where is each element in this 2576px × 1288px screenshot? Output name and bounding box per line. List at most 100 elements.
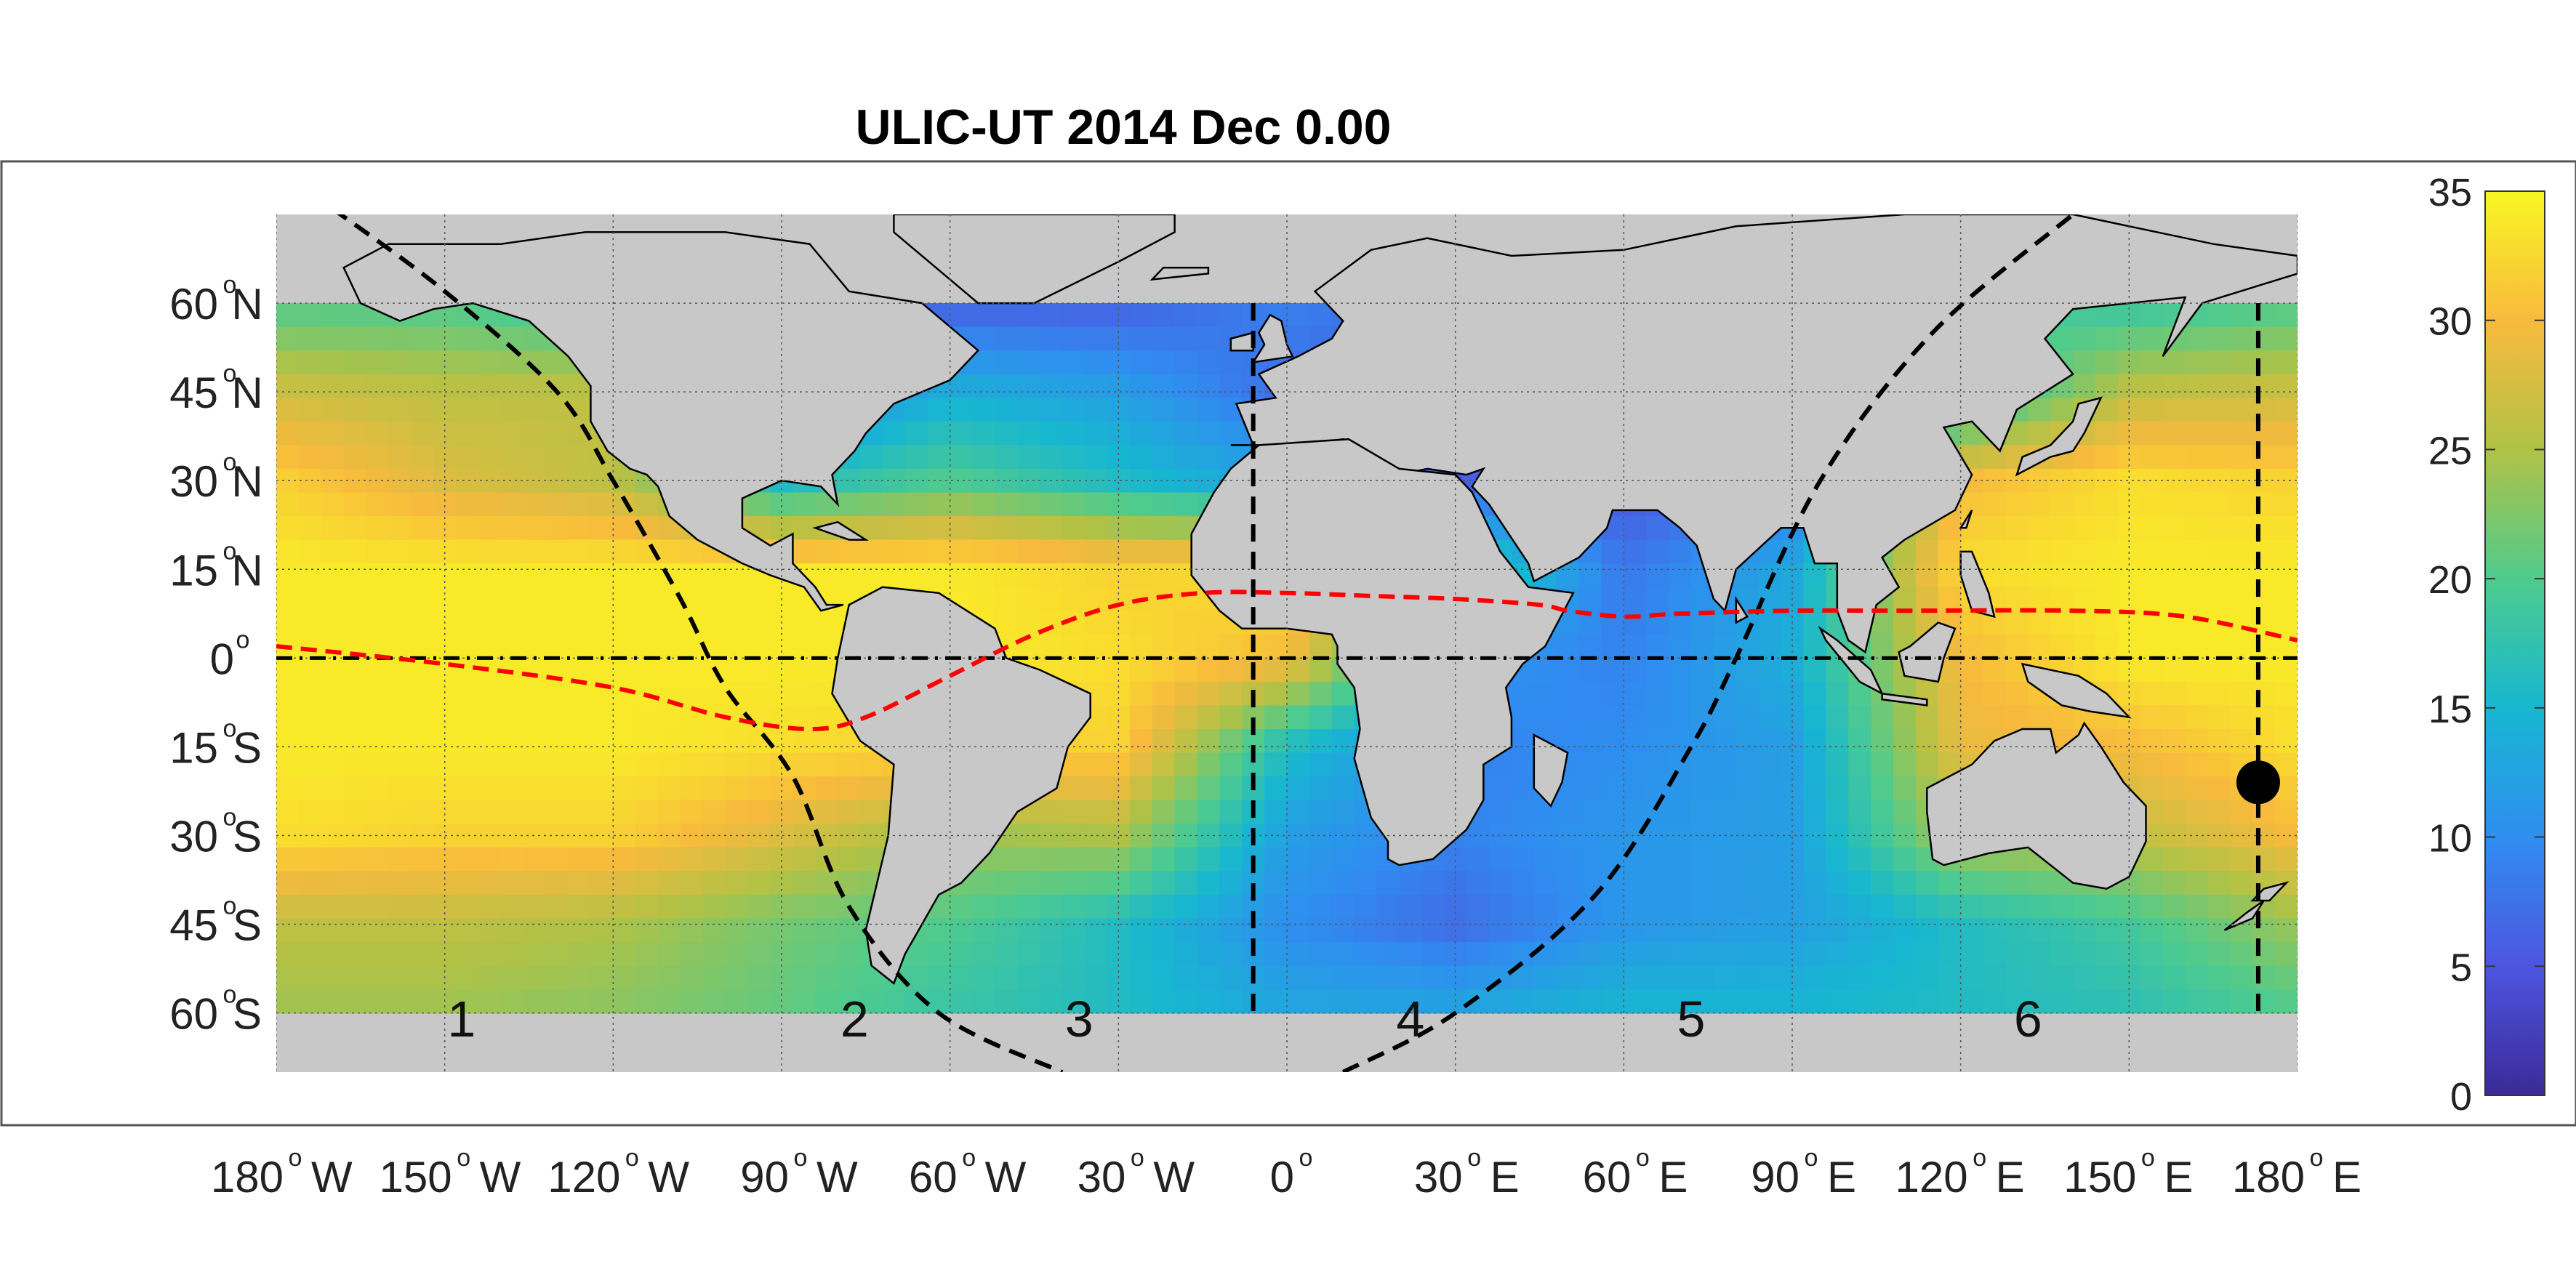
field-cell bbox=[1826, 705, 1850, 730]
field-cell bbox=[1040, 445, 1063, 470]
field-cell bbox=[1017, 492, 1041, 517]
field-cell bbox=[1264, 894, 1288, 919]
field-cell bbox=[927, 965, 951, 990]
field-cell bbox=[523, 871, 547, 895]
field-cell bbox=[702, 587, 726, 612]
field-cell bbox=[2073, 894, 2096, 919]
field-cell bbox=[276, 350, 300, 375]
field-cell bbox=[1062, 634, 1086, 659]
field-cell bbox=[321, 681, 345, 707]
field-cell bbox=[1376, 989, 1400, 1014]
field-cell bbox=[1376, 941, 1400, 967]
field-cell bbox=[2185, 516, 2209, 541]
field-cell bbox=[1669, 894, 1692, 919]
field-cell bbox=[725, 634, 749, 659]
field-cell bbox=[702, 729, 726, 754]
field-cell bbox=[1129, 398, 1153, 422]
field-cell bbox=[2028, 871, 2052, 895]
field-cell bbox=[2230, 539, 2254, 564]
field-cell bbox=[1376, 918, 1400, 943]
field-cell bbox=[995, 421, 1019, 446]
field-cell bbox=[995, 445, 1019, 470]
field-cell bbox=[702, 776, 726, 801]
field-cell bbox=[366, 729, 390, 754]
degree-symbol: o bbox=[223, 803, 237, 831]
field-cell bbox=[995, 894, 1019, 919]
land-mass bbox=[1926, 721, 2147, 890]
field-cell bbox=[995, 398, 1019, 422]
field-cell bbox=[2207, 658, 2231, 683]
field-cell bbox=[1556, 634, 1580, 659]
field-cell bbox=[1601, 776, 1625, 801]
field-cell bbox=[1085, 894, 1108, 919]
field-cell bbox=[793, 965, 816, 990]
field-cell bbox=[1736, 681, 1760, 707]
field-cell bbox=[838, 965, 861, 990]
field-cell bbox=[2275, 965, 2298, 990]
field-cell bbox=[388, 350, 412, 375]
field-cell bbox=[456, 681, 479, 707]
field-cell bbox=[1803, 894, 1827, 919]
field-cell bbox=[1601, 847, 1625, 872]
field-cell bbox=[1758, 989, 1782, 1014]
lat-tick-label: 15 oS bbox=[169, 715, 262, 772]
field-cell bbox=[276, 847, 300, 872]
field-cell bbox=[590, 516, 614, 541]
field-cell bbox=[523, 516, 547, 541]
field-cell bbox=[1085, 326, 1108, 351]
field-cell bbox=[2185, 539, 2209, 564]
field-cell bbox=[681, 776, 704, 801]
land-masses bbox=[342, 214, 2298, 985]
field-cell bbox=[1669, 563, 1692, 588]
field-cell bbox=[1578, 705, 1602, 730]
field-cell bbox=[1174, 871, 1198, 895]
field-cell bbox=[388, 563, 412, 588]
field-cell bbox=[411, 539, 435, 564]
field-cell bbox=[1736, 941, 1760, 967]
field-cell bbox=[1556, 847, 1580, 872]
field-cell bbox=[1669, 587, 1692, 612]
field-cell bbox=[500, 800, 524, 825]
field-cell bbox=[950, 303, 974, 328]
field-cell bbox=[860, 563, 883, 588]
field-cell bbox=[411, 445, 435, 470]
field-cell bbox=[2050, 563, 2074, 588]
field-cell bbox=[1556, 989, 1580, 1014]
field-cell bbox=[1287, 705, 1310, 730]
field-cell bbox=[681, 658, 704, 683]
field-cell bbox=[1399, 918, 1423, 943]
lat-tick-number: 60 bbox=[169, 280, 218, 329]
field-cell bbox=[2073, 989, 2096, 1014]
lat-tick-hemisphere: N bbox=[231, 457, 262, 506]
field-cell bbox=[388, 634, 412, 659]
land-mass bbox=[1533, 733, 1569, 808]
degree-symbol: o bbox=[223, 537, 237, 565]
field-cell bbox=[2275, 729, 2298, 754]
field-cell bbox=[276, 894, 300, 919]
field-cell bbox=[456, 326, 479, 351]
field-cell bbox=[2207, 634, 2231, 659]
field-cell bbox=[590, 563, 614, 588]
field-cell bbox=[904, 563, 928, 588]
field-cell bbox=[545, 492, 569, 517]
field-cell bbox=[1669, 965, 1692, 990]
field-cell bbox=[1803, 918, 1827, 943]
field-cell bbox=[1803, 847, 1827, 872]
field-cell bbox=[793, 492, 816, 517]
field-cell bbox=[860, 989, 883, 1014]
field-cell bbox=[2005, 539, 2029, 564]
field-cell bbox=[1309, 847, 1333, 872]
field-cell bbox=[321, 894, 345, 919]
field-cell bbox=[2207, 871, 2231, 895]
field-cell bbox=[1578, 729, 1602, 754]
field-cell bbox=[366, 776, 390, 801]
field-cell bbox=[2230, 492, 2254, 517]
lat-tick-label: 60 oN bbox=[169, 271, 262, 329]
field-cell bbox=[1331, 729, 1355, 754]
field-cell bbox=[1533, 871, 1557, 895]
field-cell bbox=[995, 374, 1019, 399]
field-cell bbox=[2028, 516, 2052, 541]
field-cell bbox=[1174, 941, 1198, 967]
field-cell bbox=[1040, 398, 1063, 422]
field-cell bbox=[2095, 611, 2119, 635]
